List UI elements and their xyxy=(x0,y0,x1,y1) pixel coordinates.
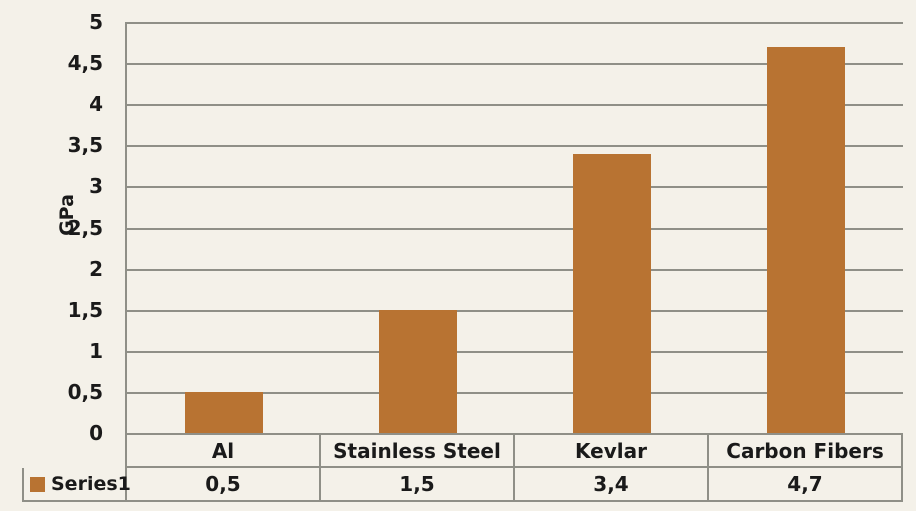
y-tick-label: 2 xyxy=(89,256,103,281)
y-tick-label: 4,5 xyxy=(67,51,103,76)
category-axis-row: Al Stainless Steel Kevlar Carbon Fibers xyxy=(125,435,903,468)
data-table-row: Series1 0,5 1,5 3,4 4,7 xyxy=(22,468,903,502)
legend-cell: Series1 xyxy=(24,468,131,500)
y-axis-tick-labels: 0 0,5 1 1,5 2 2,5 3 3,5 4 4,5 5 xyxy=(0,0,103,511)
gridline xyxy=(127,309,903,312)
value-cell-carbon-fibers: 4,7 xyxy=(709,468,903,500)
value-cell-kevlar: 3,4 xyxy=(515,468,709,500)
series-name: Series1 xyxy=(51,473,131,495)
y-tick-label: 3,5 xyxy=(67,133,103,158)
y-tick-label: 0 xyxy=(89,421,103,445)
y-tick-label: 2,5 xyxy=(67,215,103,240)
category-label-kevlar: Kevlar xyxy=(515,435,709,466)
gridline xyxy=(127,63,903,66)
bar-stainless-steel[interactable] xyxy=(379,309,457,433)
y-tick-label: 1,5 xyxy=(67,297,103,322)
category-label-stainless-steel: Stainless Steel xyxy=(321,435,515,466)
value-cell-stainless-steel: 1,5 xyxy=(321,468,515,500)
y-tick-label: 0,5 xyxy=(67,379,103,404)
gridline xyxy=(127,268,903,271)
plot-area xyxy=(125,22,903,435)
y-tick-label: 4 xyxy=(89,92,103,117)
gridline xyxy=(127,104,903,107)
category-label-al: Al xyxy=(127,435,321,466)
series-color-swatch-icon xyxy=(30,476,45,492)
bar-kevlar[interactable] xyxy=(573,153,651,433)
y-tick-label: 1 xyxy=(89,338,103,363)
gridline xyxy=(127,391,903,394)
bar-al[interactable] xyxy=(185,391,263,433)
y-tick-label: 3 xyxy=(89,174,103,199)
gridline xyxy=(127,22,903,24)
gridline xyxy=(127,227,903,230)
bars-container xyxy=(127,22,903,433)
gridline xyxy=(127,145,903,148)
y-tick-label: 5 xyxy=(89,10,103,34)
gridline xyxy=(127,350,903,353)
gridlines xyxy=(127,22,903,433)
value-cell-al: 0,5 xyxy=(127,468,321,500)
gridline xyxy=(127,186,903,189)
category-label-carbon-fibers: Carbon Fibers xyxy=(709,435,903,466)
bar-carbon-fibers[interactable] xyxy=(767,46,845,433)
